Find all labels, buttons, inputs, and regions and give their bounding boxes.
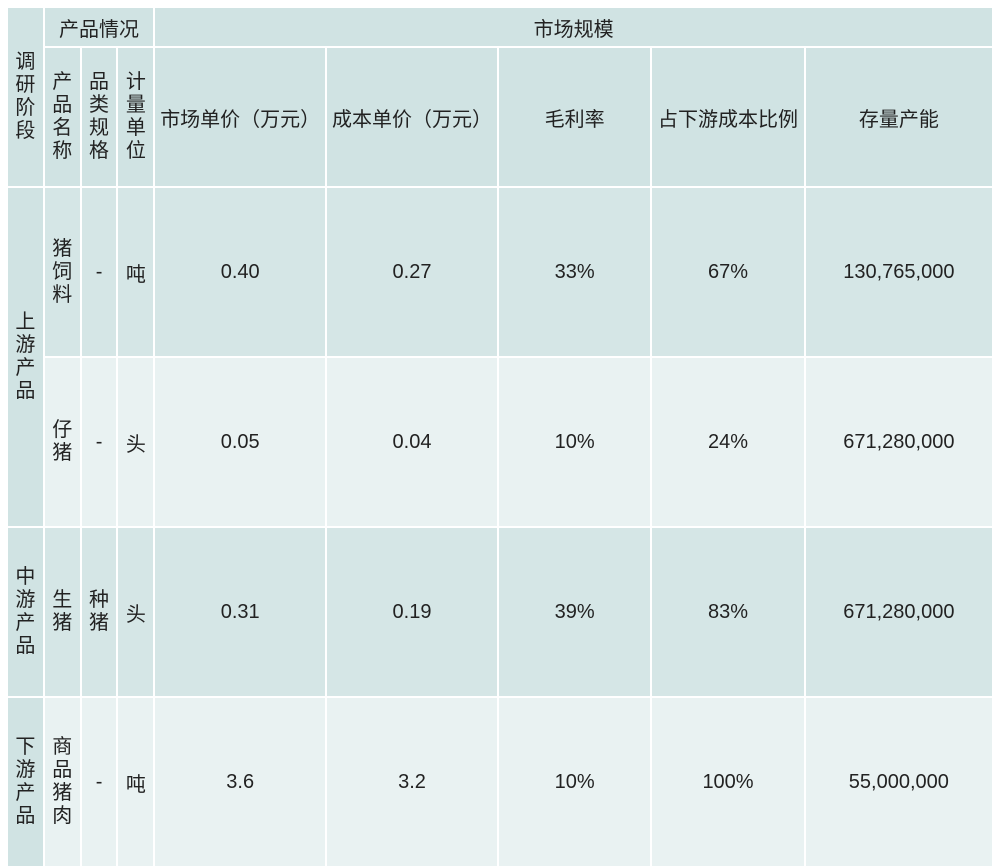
cell-cost-price: 3.2 bbox=[326, 697, 498, 867]
col-spec-header: 品类规格 bbox=[81, 47, 118, 187]
cell-capacity: 671,280,000 bbox=[805, 357, 993, 527]
cell-capacity: 55,000,000 bbox=[805, 697, 993, 867]
col-downstream-ratio-header: 占下游成本比例 bbox=[651, 47, 804, 187]
col-market-group-header: 市场规模 bbox=[154, 7, 993, 47]
cell-market-price: 0.05 bbox=[154, 357, 326, 527]
cell-capacity: 671,280,000 bbox=[805, 527, 993, 697]
stage-cell: 中游产品 bbox=[7, 527, 44, 697]
cell-downstream-ratio: 24% bbox=[651, 357, 804, 527]
table-row: 仔猪-头0.050.0410%24%671,280,000 bbox=[7, 357, 993, 527]
cell-product-name: 猪饲料 bbox=[44, 187, 81, 357]
table-row: 下游产品商品猪肉-吨3.63.210%100%55,000,000 bbox=[7, 697, 993, 867]
cell-capacity: 130,765,000 bbox=[805, 187, 993, 357]
cell-cost-price: 0.04 bbox=[326, 357, 498, 527]
stage-cell: 上游产品 bbox=[7, 187, 44, 527]
cell-unit: 头 bbox=[117, 357, 154, 527]
cell-downstream-ratio: 83% bbox=[651, 527, 804, 697]
cell-product-name: 生猪 bbox=[44, 527, 81, 697]
cell-gross-margin: 39% bbox=[498, 527, 651, 697]
cell-unit: 头 bbox=[117, 527, 154, 697]
cell-downstream-ratio: 67% bbox=[651, 187, 804, 357]
cell-market-price: 0.31 bbox=[154, 527, 326, 697]
cell-product-name: 商品猪肉 bbox=[44, 697, 81, 867]
cell-unit: 吨 bbox=[117, 697, 154, 867]
cell-product-name: 仔猪 bbox=[44, 357, 81, 527]
cell-spec: 种猪 bbox=[81, 527, 118, 697]
table-row: 中游产品生猪种猪头0.310.1939%83%671,280,000 bbox=[7, 527, 993, 697]
industry-chain-table: 调研阶段 产品情况 市场规模 产品名称 品类规格 计量单位 市场单价（万元） 成… bbox=[6, 6, 994, 868]
col-product-name-header: 产品名称 bbox=[44, 47, 81, 187]
table-row: 上游产品猪饲料-吨0.400.2733%67%130,765,000 bbox=[7, 187, 993, 357]
cell-market-price: 0.40 bbox=[154, 187, 326, 357]
cell-gross-margin: 33% bbox=[498, 187, 651, 357]
col-unit-header: 计量单位 bbox=[117, 47, 154, 187]
cell-cost-price: 0.19 bbox=[326, 527, 498, 697]
col-market-price-header: 市场单价（万元） bbox=[154, 47, 326, 187]
cell-spec: - bbox=[81, 357, 118, 527]
table-body: 上游产品猪饲料-吨0.400.2733%67%130,765,000仔猪-头0.… bbox=[7, 187, 993, 867]
stage-cell: 下游产品 bbox=[7, 697, 44, 867]
col-product-group-header: 产品情况 bbox=[44, 7, 154, 47]
cell-market-price: 3.6 bbox=[154, 697, 326, 867]
cell-gross-margin: 10% bbox=[498, 697, 651, 867]
col-stage-header: 调研阶段 bbox=[7, 7, 44, 187]
cell-spec: - bbox=[81, 187, 118, 357]
cell-spec: - bbox=[81, 697, 118, 867]
col-cost-price-header: 成本单价（万元） bbox=[326, 47, 498, 187]
cell-cost-price: 0.27 bbox=[326, 187, 498, 357]
cell-gross-margin: 10% bbox=[498, 357, 651, 527]
col-gross-margin-header: 毛利率 bbox=[498, 47, 651, 187]
col-capacity-header: 存量产能 bbox=[805, 47, 993, 187]
cell-unit: 吨 bbox=[117, 187, 154, 357]
cell-downstream-ratio: 100% bbox=[651, 697, 804, 867]
